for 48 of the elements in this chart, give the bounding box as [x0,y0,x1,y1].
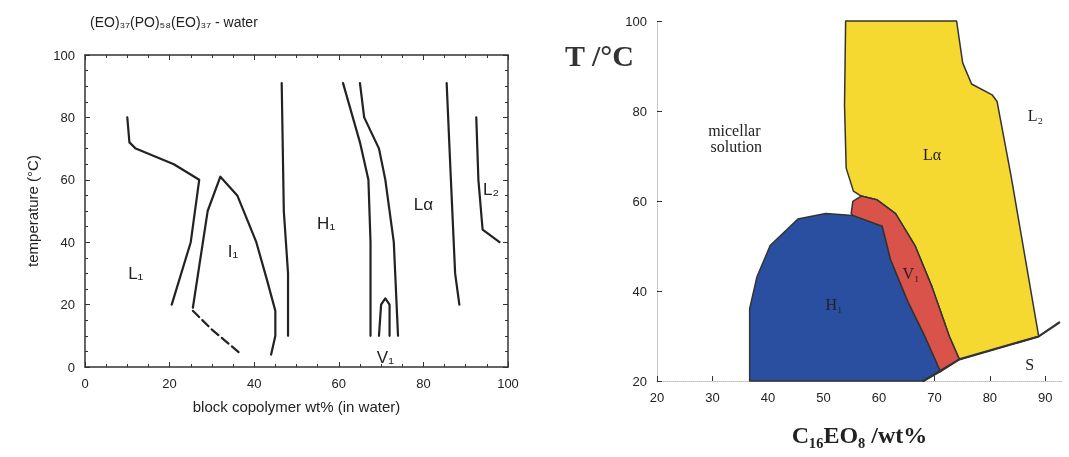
y-axis-title: temperature (°C) [24,155,41,267]
x-tick-label: 30 [705,390,720,405]
x-tick-label: 80 [416,376,431,391]
line-series [341,81,372,337]
annotation: L₂ [483,179,500,199]
x-tick-label: 60 [331,376,347,391]
x-tick-label: 70 [927,390,942,405]
annotation: H₁ [825,296,843,314]
annotation: Lα [413,195,434,215]
y-tick-label: 60 [632,193,647,209]
line-series [126,116,201,306]
x-tick-label: 60 [871,390,887,405]
chart-title: (EO)₃₇(PO)₅₈(EO)₃₇ - water [90,14,259,30]
annotation: I₁ [227,242,239,262]
annotation: L₁ [128,263,144,283]
y-tick-label: 80 [632,103,647,119]
y-tick-label: 20 [60,297,75,313]
y-tick-label: 100 [53,47,75,63]
line-series [475,116,501,244]
annotation: Lα [923,145,942,163]
y-tick-label: 0 [67,359,75,375]
line-series [358,81,400,337]
annotation: H₁ [317,213,336,233]
annotation: micellar solution [708,121,765,155]
x-tick-label: 100 [497,376,519,391]
x-tick-label: 0 [81,376,89,391]
y-axis-title: T /°C [565,38,634,72]
annotation: V₁ [376,348,395,368]
x-tick-label: 90 [1038,390,1053,405]
y-tick-label: 80 [60,109,75,125]
x-tick-label: 80 [982,390,998,405]
x-tick-label: 20 [649,390,665,405]
y-tick-label: 40 [632,283,647,299]
annotation: V₁ [902,264,920,282]
y-tick-label: 40 [60,234,75,250]
x-tick-label: 20 [162,376,177,391]
y-tick-label: 60 [60,172,75,188]
x-axis-title: block copolymer wt% (in water) [192,398,401,415]
line-series [445,81,461,306]
annotation: S [1025,355,1035,373]
annotation: L₂ [1027,107,1044,124]
x-axis-title: C₁₆EO₈ /wt% [791,422,928,448]
line-series [191,175,277,356]
line-series [280,81,290,337]
x-tick-label: 40 [760,390,776,405]
x-tick-label: 50 [816,390,831,405]
x-tick-label: 40 [246,376,262,391]
y-tick-label: 100 [625,13,647,29]
